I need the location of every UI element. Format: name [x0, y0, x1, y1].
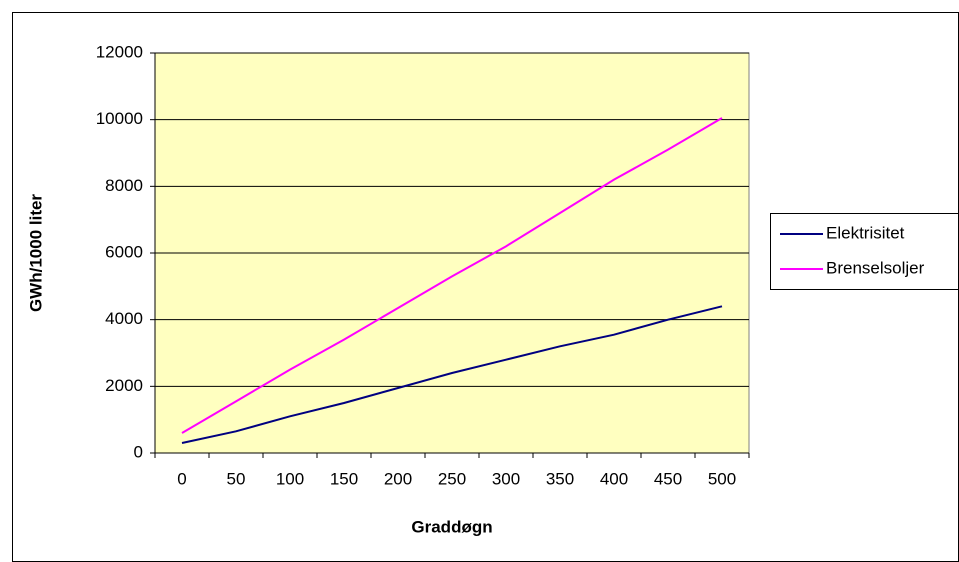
x-tick-label: 0: [177, 469, 186, 488]
x-tick-label: 250: [438, 469, 466, 488]
legend-label: Brenselsoljer: [826, 258, 925, 277]
x-tick-label: 100: [276, 469, 304, 488]
legend-label: Elektrisitet: [826, 223, 905, 242]
x-tick-label: 500: [708, 469, 736, 488]
y-tick-label: 0: [134, 442, 143, 461]
y-tick-label: 10000: [96, 109, 143, 128]
line-series: [181, 305, 723, 444]
x-tick-label: 300: [492, 469, 520, 488]
x-tick-label: 50: [227, 469, 246, 488]
legend-box: [770, 213, 959, 290]
x-axis-title: Graddøgn: [411, 517, 492, 536]
y-tick-label: 8000: [105, 176, 143, 195]
x-tick-label: 400: [600, 469, 628, 488]
x-tick-label: 350: [546, 469, 574, 488]
x-tick-label: 200: [384, 469, 412, 488]
y-axis-title: GWh/1000 liter: [26, 194, 45, 312]
y-tick-label: 12000: [96, 42, 143, 61]
x-tick-label: 450: [654, 469, 682, 488]
y-tick-label: 4000: [105, 309, 143, 328]
y-tick-label: 6000: [105, 242, 143, 261]
line-series: [181, 117, 723, 434]
x-tick-label: 150: [330, 469, 358, 488]
y-tick-label: 2000: [105, 376, 143, 395]
